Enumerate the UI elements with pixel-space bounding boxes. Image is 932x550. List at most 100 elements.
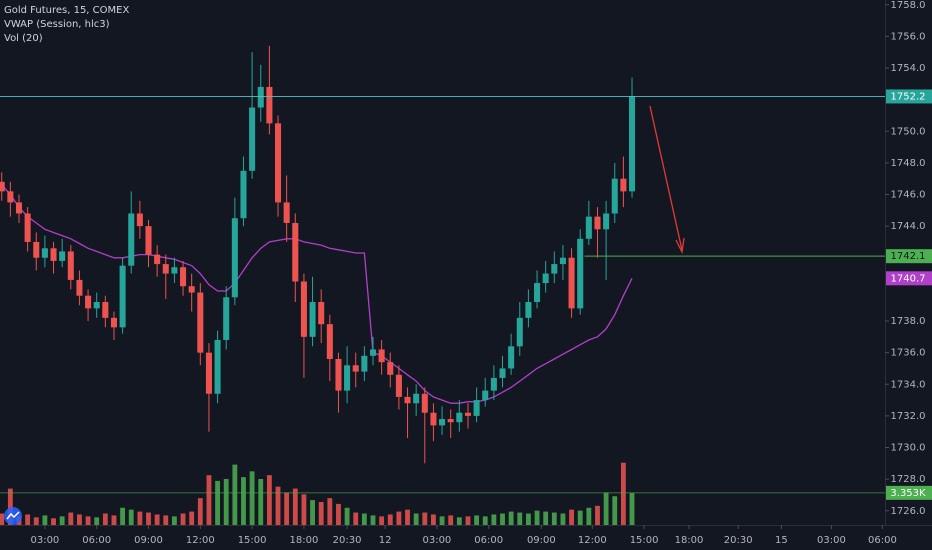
volume-bar xyxy=(361,513,367,525)
volume-bar xyxy=(551,512,557,525)
candle-body xyxy=(33,241,40,258)
annotation-arrow xyxy=(649,105,685,255)
logo-icon[interactable] xyxy=(6,511,20,520)
volume-bar xyxy=(456,517,462,525)
volume-label: 3.353K xyxy=(890,488,926,499)
volume-bar xyxy=(310,500,315,525)
x-tick-label: 06:00 xyxy=(474,535,503,546)
x-tick-label: 20:30 xyxy=(333,535,362,546)
volume-bar xyxy=(586,507,592,525)
volume-bar xyxy=(51,518,56,525)
volume-bar xyxy=(223,479,229,525)
candle-body xyxy=(516,317,523,347)
candle-body xyxy=(300,281,307,337)
volume-bar xyxy=(102,513,108,525)
candle-body xyxy=(59,251,66,261)
x-tick-label: 12:00 xyxy=(186,535,215,546)
candle-body xyxy=(430,412,437,426)
volume-bar xyxy=(577,510,583,525)
candle-body xyxy=(50,248,57,261)
x-tick-label: 18:00 xyxy=(675,535,704,546)
candle-body xyxy=(352,365,359,372)
x-tick-label: 09:00 xyxy=(134,535,163,546)
volume-bar xyxy=(128,509,134,525)
candle-body xyxy=(534,283,541,303)
last-price-label-box xyxy=(886,89,932,104)
volume-bar xyxy=(431,514,436,525)
volume-bar xyxy=(620,462,626,525)
candle-body xyxy=(369,349,377,356)
y-tick-label: 1746.0 xyxy=(891,190,926,201)
volume-bar xyxy=(465,516,471,525)
candle-body xyxy=(15,202,23,214)
volume-bar xyxy=(500,513,505,525)
x-tick-label: 09:00 xyxy=(527,535,556,546)
candle-body xyxy=(361,355,368,372)
candle-body xyxy=(421,393,428,413)
candle-body xyxy=(0,181,5,192)
candle-body xyxy=(577,238,584,309)
candle-body xyxy=(171,267,178,274)
volume-bar xyxy=(327,498,333,525)
volume-bar xyxy=(249,471,255,525)
candle-body xyxy=(24,213,31,242)
volume-bar xyxy=(543,511,549,525)
candle-body xyxy=(292,222,299,282)
candle-body xyxy=(387,362,394,375)
volume-bar xyxy=(111,515,117,525)
x-tick-label: 15 xyxy=(775,535,788,546)
y-tick-label: 1756.0 xyxy=(891,31,926,42)
candle-body xyxy=(464,412,471,416)
x-tick-label: 18:00 xyxy=(290,535,319,546)
candle-body xyxy=(499,368,506,378)
candle-body xyxy=(559,257,566,265)
y-tick-label: 1728.0 xyxy=(891,474,926,485)
volume-bar xyxy=(560,513,566,525)
last-price-label: 1752.2 xyxy=(891,91,926,102)
volume-bar xyxy=(396,511,402,525)
candle-body xyxy=(188,286,195,293)
legend-symbol: Gold Futures, 15, COMEX xyxy=(4,5,129,16)
candle-body xyxy=(447,419,454,423)
candle-body xyxy=(102,302,109,318)
candle-body xyxy=(318,302,325,325)
candle-body xyxy=(603,213,610,230)
candle-body xyxy=(628,96,636,192)
x-tick-label: 15:00 xyxy=(630,535,659,546)
x-tick-label: 03:00 xyxy=(817,535,846,546)
volume-bar xyxy=(569,509,574,525)
vwap-label: 1740.7 xyxy=(891,273,926,284)
volume-bar xyxy=(171,516,177,525)
y-tick-label: 1748.0 xyxy=(891,158,926,169)
y-tick-label: 1758.0 xyxy=(891,0,926,11)
volume-bar xyxy=(85,516,91,525)
volume-bar xyxy=(336,503,341,525)
volume-bar xyxy=(215,480,220,525)
volume-bar xyxy=(448,515,454,525)
candle-body xyxy=(93,302,100,309)
candle-body xyxy=(205,352,212,394)
candle-body xyxy=(162,264,169,274)
volume-bar xyxy=(0,513,5,525)
volume-bar xyxy=(629,492,635,525)
candle-body xyxy=(404,396,411,404)
logo[interactable] xyxy=(4,507,22,525)
candle-body xyxy=(7,191,14,203)
candle-body xyxy=(214,339,221,394)
candle-body xyxy=(309,302,316,337)
y-tick-label: 1734.0 xyxy=(891,379,926,390)
volume-bar xyxy=(292,488,298,525)
volume-bar xyxy=(266,475,272,525)
y-tick-label: 1750.0 xyxy=(891,126,926,137)
volume-bar xyxy=(232,464,238,525)
volume-bar xyxy=(301,494,307,525)
candle-body xyxy=(41,248,48,258)
volume-bar xyxy=(595,505,600,525)
volume-bar xyxy=(163,515,169,525)
candle-body xyxy=(128,213,135,266)
volume-bar xyxy=(77,514,82,525)
candle-body xyxy=(85,295,92,309)
x-tick-label: 12 xyxy=(379,535,392,546)
legend-vwap: VWAP (Session, hlc3) xyxy=(4,19,110,30)
candle-body xyxy=(119,265,126,328)
